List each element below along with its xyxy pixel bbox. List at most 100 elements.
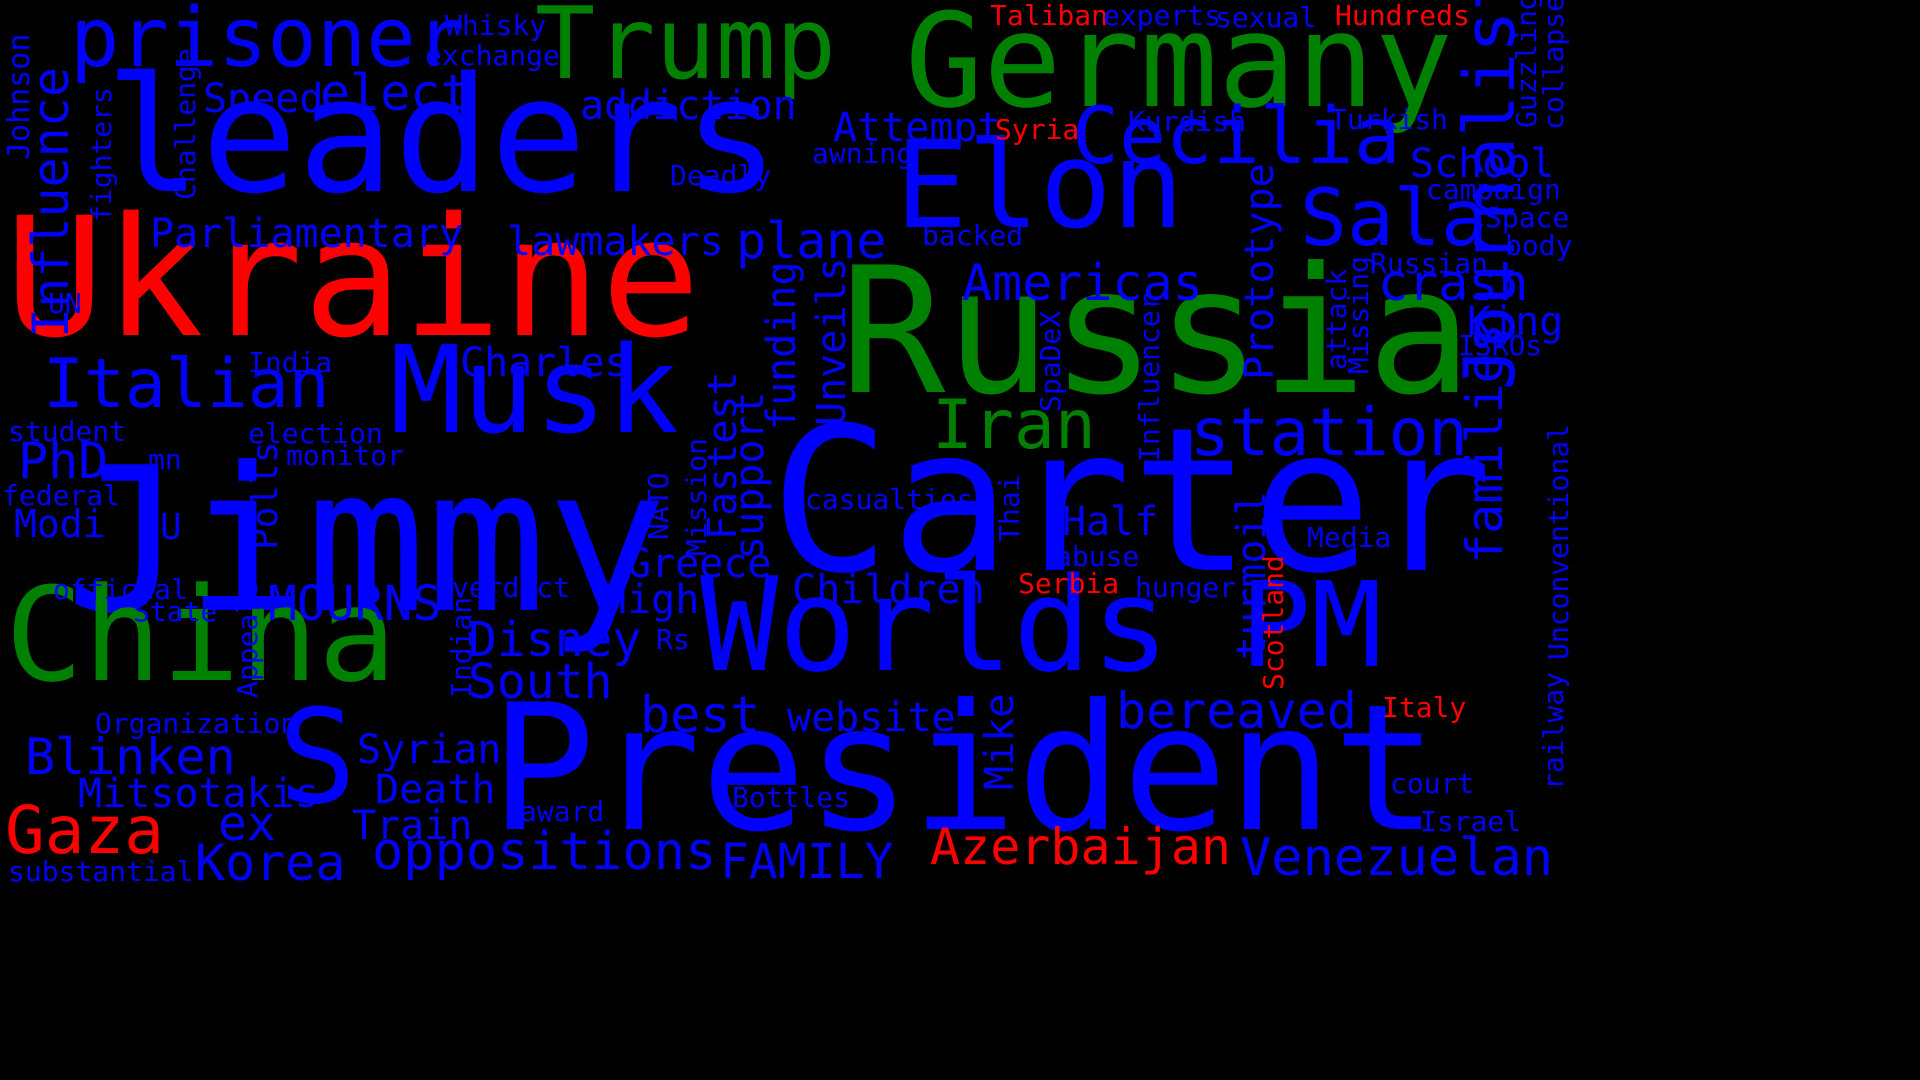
word-influencer: Influencer: [1133, 293, 1166, 462]
word-americas: Americas: [962, 254, 1203, 312]
word-railway: railway: [1537, 671, 1570, 790]
word-pm: PM: [1240, 556, 1383, 694]
word-jimmy: Jimmy: [65, 425, 668, 658]
word-children: Children: [792, 567, 985, 613]
word-greece: Greece: [627, 541, 772, 587]
word-cecilia: Cecilia: [1072, 92, 1401, 182]
word-speed: Speed: [203, 76, 324, 122]
word-media: Media: [1307, 521, 1392, 554]
word-italian: Italian: [43, 345, 330, 424]
word-germany: Germany: [905, 0, 1453, 137]
word-syrian: Syrian: [357, 727, 502, 773]
word-un: UN: [48, 287, 82, 320]
word-best: best: [640, 686, 761, 744]
word-attack: attack: [1320, 268, 1353, 370]
word-ex: ex: [218, 796, 276, 852]
word-whisky: Whisky: [445, 9, 547, 42]
word-worlds: Worlds: [700, 549, 1170, 701]
word-disney: Disney: [468, 612, 642, 668]
word-monitor: monitor: [286, 439, 405, 472]
word-venezuelan: Venezuelan: [1240, 828, 1554, 888]
word-phd: PhD: [18, 432, 109, 490]
word-verdict: verdict: [452, 571, 571, 604]
word-u: U: [160, 507, 182, 548]
word-carter: Carter: [770, 385, 1493, 618]
word-johnson: Johnson: [2, 33, 37, 160]
word-korea: Korea: [195, 834, 346, 892]
word-elect: elect: [320, 64, 471, 122]
word-italy: Italy: [1382, 691, 1467, 724]
word-iran: Iran: [932, 386, 1096, 465]
word-casualties: casualties: [805, 483, 974, 516]
word-turkish: Turkish: [1330, 103, 1449, 136]
word-funding: funding: [759, 261, 805, 430]
word-appeals: Appeals: [231, 579, 264, 698]
word-crash: crash: [1378, 254, 1529, 312]
word-lawmakers: lawmakers: [507, 219, 724, 265]
word-school: School: [1410, 141, 1555, 187]
word-israel: Israel: [1420, 805, 1522, 838]
word-kurdish: Kurdish: [1128, 105, 1247, 138]
word-plane: plane: [736, 212, 887, 270]
word-experts: experts: [1103, 0, 1222, 32]
word-blinken: Blinken: [25, 728, 236, 786]
word-leaders: leaders: [105, 42, 780, 229]
word-organization: Organization: [95, 707, 298, 740]
word-ukraine: Ukraine: [5, 182, 701, 374]
word-prisoner: prisoner: [70, 0, 465, 86]
word-fighters: fighters: [85, 87, 118, 222]
word-mission: Mission: [680, 437, 713, 556]
word-king: King: [1467, 299, 1564, 345]
word-exchange: exchange: [425, 39, 560, 72]
word-oppositions: oppositions: [372, 822, 717, 882]
word-indian: Indian: [445, 596, 478, 698]
word-president: President: [490, 668, 1439, 871]
word-hundreds: Hundreds: [1335, 0, 1470, 32]
word-collapse: collapse: [1537, 0, 1570, 130]
word-sala: Sala: [1300, 174, 1488, 264]
word-mitsotakis: Mitsotakis: [78, 771, 319, 817]
word-serbia: Serbia: [1018, 567, 1120, 600]
word-hunger: hunger: [1135, 571, 1237, 604]
word-state: State: [133, 595, 218, 628]
word-china: China: [5, 559, 397, 711]
word-death: Death: [375, 767, 496, 813]
word-syria: Syria: [995, 113, 1080, 146]
word-mn: mn: [148, 443, 182, 476]
word-federal: federal: [2, 479, 121, 512]
word-substantial: substantial: [8, 855, 194, 888]
word-family: FAMILY: [720, 834, 894, 890]
word-russia: Russia: [840, 231, 1473, 434]
word-body: body: [1505, 229, 1573, 262]
word-isros: ISROs: [1458, 329, 1543, 362]
word-musk: Musk: [390, 322, 679, 461]
word-deadly: Deadly: [670, 159, 772, 192]
word-backed: backed: [922, 219, 1024, 252]
word-mike: Mike: [977, 693, 1023, 790]
word-s: S: [278, 681, 357, 833]
word-official: official: [53, 573, 188, 606]
word-half: Half: [1062, 499, 1159, 545]
word-campaign: campaign: [1426, 173, 1561, 206]
word-azerbaijan: Azerbaijan: [930, 818, 1232, 876]
word-award: award: [520, 795, 605, 828]
word-rs: Rs: [656, 623, 690, 656]
word-trump: Trump: [535, 0, 837, 102]
word-india: India: [248, 346, 333, 379]
word-challenge: Challenge: [169, 48, 202, 200]
word-unveils: Unveils: [809, 257, 855, 426]
word-attempt: Attempt: [833, 105, 1002, 151]
word-awning: awning: [812, 137, 914, 170]
word-bottles: Bottles: [732, 781, 851, 814]
word-abuse: abuse: [1055, 540, 1140, 573]
word-high: High: [603, 577, 700, 623]
word-modi: Modi: [14, 502, 106, 546]
word-south: South: [468, 654, 613, 710]
word-train: Train: [352, 803, 473, 849]
word-charles: Charles: [460, 340, 629, 386]
word-elon: Elon: [895, 117, 1184, 256]
word-gaza: Gaza: [5, 792, 164, 869]
word-polls: Polls: [245, 441, 286, 550]
word-student: student: [8, 415, 127, 448]
